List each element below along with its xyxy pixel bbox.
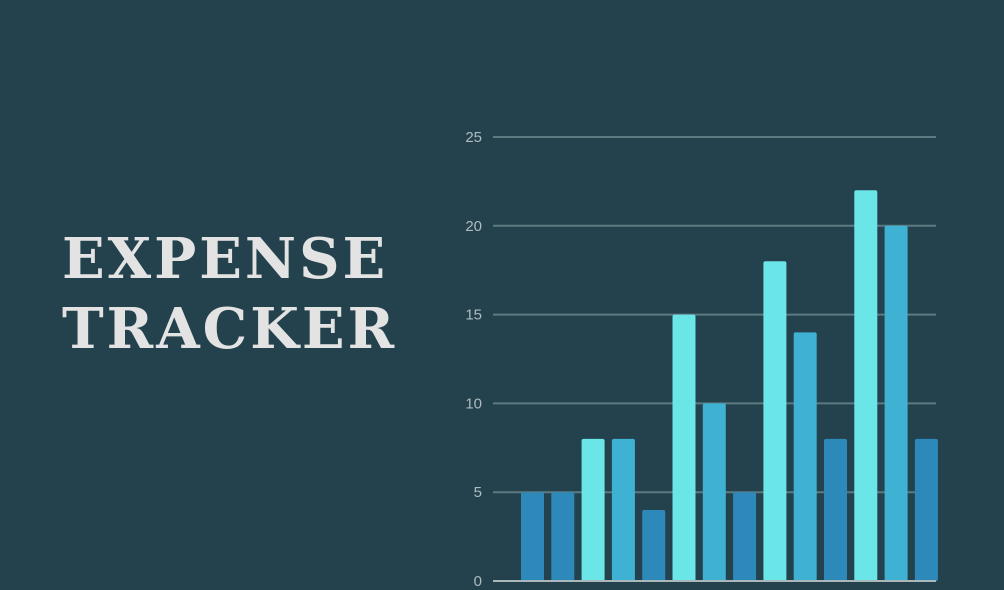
chart-bar [914,438,938,581]
y-tick-label: 15 [465,307,482,324]
chart-bar [854,190,878,582]
chart-bar [521,492,544,581]
chart-bar [702,403,726,581]
y-tick-label: 10 [465,395,482,412]
chart-bar [672,314,696,581]
chart-bars [521,190,938,582]
chart-bar [581,438,605,581]
title-line-expense: EXPENSE [62,226,389,292]
chart-bar [733,492,757,581]
chart-y-tick-labels: 0 5 10 15 20 25 [465,129,482,590]
chart-bar [642,510,666,581]
y-tick-label: 5 [474,484,482,501]
chart-bar [884,225,908,582]
y-tick-label: 20 [465,218,482,235]
chart-bar [763,261,787,581]
page-title: EXPENSE TRACKER [62,224,397,364]
y-tick-label: 0 [474,573,482,590]
y-tick-label: 25 [465,129,482,146]
chart-bar [551,492,575,581]
chart-bar [611,438,635,581]
chart-bar [793,332,817,581]
chart-bar [824,438,847,581]
title-line-tracker: TRACKER [62,296,398,362]
